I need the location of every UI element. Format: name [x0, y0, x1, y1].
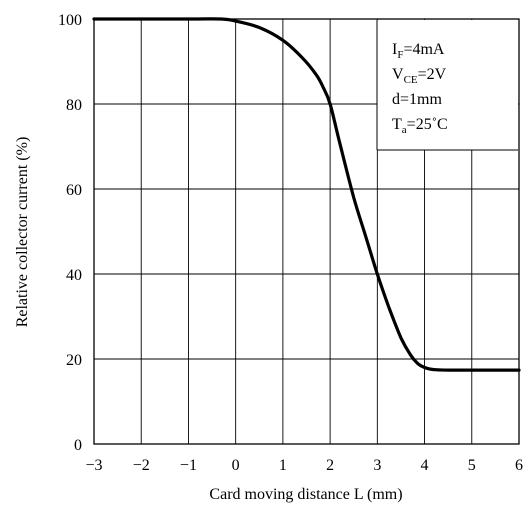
condition-ambient-temperature: Ta=25˚C: [392, 116, 448, 136]
condition-collector-emitter-voltage: VCE=2V: [392, 66, 447, 86]
condition-distance: d=1mm: [392, 91, 442, 108]
condition-forward-current: IF=4mA: [392, 41, 445, 61]
y-tick-label: 40: [66, 267, 82, 284]
x-tick-label: −1: [180, 457, 197, 474]
x-tick-label: 2: [326, 457, 334, 474]
y-tick-label: 100: [58, 12, 82, 29]
y-tick-label: 20: [66, 352, 82, 369]
x-tick-label: 6: [515, 457, 523, 474]
x-tick-label: 1: [279, 457, 287, 474]
x-tick-label: 4: [421, 457, 429, 474]
x-axis-label: Card moving distance L (mm): [209, 486, 402, 503]
x-tick-labels: −3 −2 −1 0 1 2 3 4 5 6: [85, 457, 523, 474]
x-tick-label: 3: [373, 457, 381, 474]
plot-frame: [93, 18, 520, 445]
x-tick-label: 5: [468, 457, 476, 474]
series-line: [92, 17, 521, 372]
y-tick-label: 60: [66, 182, 82, 199]
y-tick-labels: 0 20 40 60 80 100: [58, 12, 82, 454]
conditions-box-background: [377, 20, 518, 150]
y-axis-label: Relative collector current (%): [14, 137, 31, 328]
y-tick-label: 0: [74, 437, 82, 454]
x-tick-label: −3: [85, 457, 102, 474]
x-tick-label: 0: [232, 457, 240, 474]
conditions-box: IF=4mA VCE=2V d=1mm Ta=25˚C: [376, 20, 518, 151]
x-tick-label: −2: [133, 457, 150, 474]
y-tick-label: 80: [66, 97, 82, 114]
